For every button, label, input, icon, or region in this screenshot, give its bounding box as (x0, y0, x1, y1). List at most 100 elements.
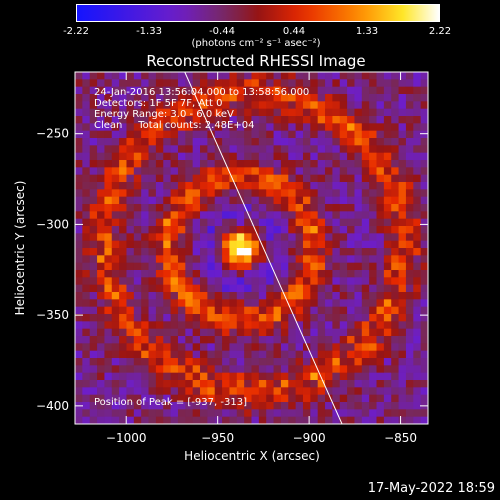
heatmap-cell (148, 86, 157, 95)
heatmap-cell (229, 145, 238, 154)
heatmap-cell (244, 314, 252, 322)
heatmap-cell (119, 72, 127, 80)
heatmap-cell (391, 255, 399, 264)
heatmap-cell (97, 350, 105, 359)
heatmap-cell (82, 167, 91, 176)
heatmap-cell (302, 138, 311, 146)
heatmap-cell (369, 79, 377, 88)
heatmap-cell (347, 182, 355, 190)
heatmap-cell (177, 182, 186, 190)
heatmap-cell (251, 248, 260, 256)
heatmap-cell (288, 123, 297, 132)
heatmap-cell (222, 130, 230, 139)
heatmap-cell (266, 86, 274, 95)
heatmap-cell (339, 94, 348, 102)
heatmap-cell (75, 108, 83, 117)
heatmap-cell (82, 196, 91, 205)
heatmap-cell (413, 196, 422, 205)
heatmap-cell (155, 350, 164, 359)
heatmap-cell (332, 321, 341, 330)
heatmap-cell (302, 116, 311, 124)
heatmap-cell (192, 350, 201, 359)
heatmap-cell (236, 292, 245, 300)
heatmap-cell (222, 72, 230, 80)
heatmap-cell (302, 123, 311, 132)
heatmap-cell (89, 292, 98, 300)
heatmap-cell (251, 182, 260, 190)
heatmap-cell (163, 387, 171, 396)
heatmap-cell (214, 167, 223, 176)
heatmap-cell (420, 196, 429, 205)
heatmap-cell (354, 306, 363, 315)
heatmap-cell (214, 402, 223, 410)
heatmap-cell (391, 365, 399, 374)
colorbar-tick-label: 1.33 (355, 26, 379, 37)
heatmap-cell (354, 211, 363, 220)
heatmap-cell (126, 152, 135, 161)
heatmap-cell (354, 255, 363, 264)
heatmap-cell (266, 270, 274, 278)
heatmap-cell (398, 394, 407, 403)
heatmap-cell (295, 314, 304, 322)
heatmap-cell (295, 380, 304, 388)
heatmap-cell (119, 299, 127, 308)
heatmap-cell (148, 123, 157, 132)
heatmap-cell (177, 240, 186, 249)
heatmap-cell (222, 94, 230, 102)
heatmap-cell (266, 152, 274, 161)
heatmap-cell (236, 372, 245, 381)
heatmap-cell (236, 387, 245, 396)
heatmap-cell (163, 336, 171, 344)
heatmap-cell (266, 174, 274, 183)
heatmap-cell (354, 284, 363, 293)
heatmap-cell (251, 130, 260, 139)
heatmap-cell (214, 336, 223, 344)
heatmap-cell (170, 416, 179, 425)
heatmap-cell (413, 321, 422, 330)
heatmap-cell (420, 380, 429, 388)
heatmap-cell (339, 79, 348, 88)
heatmap-cell (170, 372, 179, 381)
heatmap-cell (104, 145, 113, 154)
heatmap-cell (310, 86, 319, 95)
heatmap-cell (332, 299, 341, 308)
heatmap-cell (97, 284, 105, 293)
heatmap-cell (288, 211, 297, 220)
heatmap-cell (214, 204, 223, 212)
heatmap-cell (369, 350, 377, 359)
heatmap-cell (111, 226, 120, 234)
heatmap-cell (280, 255, 289, 264)
heatmap-cell (266, 394, 274, 403)
heatmap-cell (383, 152, 392, 161)
heatmap-cell (317, 86, 326, 95)
heatmap-cell (75, 358, 83, 366)
heatmap-cell (97, 79, 105, 88)
heatmap-cell (391, 152, 399, 161)
heatmap-cell (325, 94, 333, 102)
heatmap-cell (82, 409, 91, 418)
heatmap-cell (170, 145, 179, 154)
heatmap-cell (266, 72, 274, 80)
heatmap-cell (347, 189, 355, 198)
heatmap-cell (244, 380, 252, 388)
heatmap-cell (244, 321, 252, 330)
heatmap-cell (280, 284, 289, 293)
heatmap-cell (133, 248, 142, 256)
heatmap-cell (207, 101, 216, 110)
heatmap-cell (214, 130, 223, 139)
heatmap-cell (325, 72, 333, 80)
heatmap-cell (170, 218, 179, 227)
heatmap-cell (310, 218, 319, 227)
heatmap-cell (155, 343, 164, 352)
heatmap-cell (119, 108, 127, 117)
heatmap-cell (214, 79, 223, 88)
heatmap-cell (170, 387, 179, 396)
heatmap-cell (325, 145, 333, 154)
heatmap-cell (302, 233, 311, 242)
heatmap-cell (383, 240, 392, 249)
heatmap-cell (119, 138, 127, 146)
heatmap-cell (82, 255, 91, 264)
heatmap-cell (398, 116, 407, 124)
heatmap-cell (347, 152, 355, 161)
heatmap-cell (310, 306, 319, 315)
